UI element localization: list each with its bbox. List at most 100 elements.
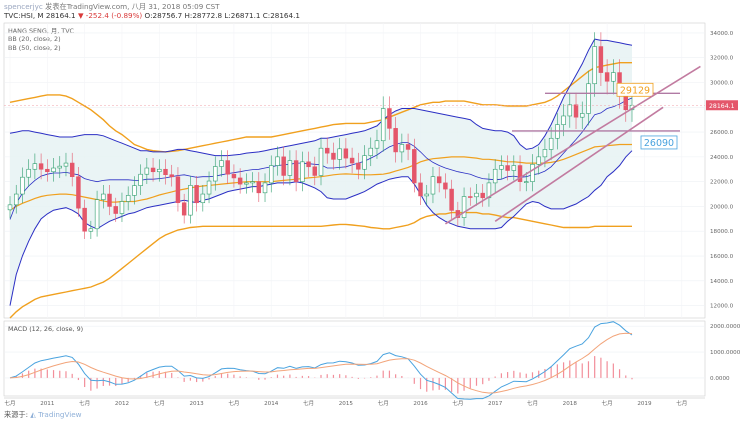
candle xyxy=(424,193,429,197)
x-tick-label: 七月 xyxy=(452,399,463,407)
trendline-upper xyxy=(444,65,701,225)
y-tick-label: 20000.0 xyxy=(710,204,734,210)
candle xyxy=(524,181,529,183)
candle xyxy=(418,182,423,197)
candle xyxy=(611,72,616,82)
x-tick-label: 2015 xyxy=(339,401,354,407)
macd-hist-bar xyxy=(46,369,48,378)
y-tick-label: 12000.0 xyxy=(710,304,734,310)
candle xyxy=(592,46,597,85)
y-tick-label: 30000.0 xyxy=(710,80,734,86)
macd-hist-bar xyxy=(525,373,527,378)
candle xyxy=(505,165,510,171)
level-label-26090: 26090 xyxy=(644,138,674,149)
candle xyxy=(38,163,44,170)
y-tick-label: 22000.0 xyxy=(710,180,734,186)
candle xyxy=(604,72,610,82)
macd-hist-bar xyxy=(196,377,198,383)
macd-hist-bar xyxy=(482,377,484,385)
macd-hist-bar xyxy=(569,360,571,378)
candle xyxy=(542,149,548,158)
macd-hist-bar xyxy=(239,376,241,378)
symbol-name: TVC:HSI, M xyxy=(4,11,44,20)
candle xyxy=(430,176,436,195)
x-tick-label: 2013 xyxy=(189,401,204,407)
macd-hist-bar xyxy=(395,374,397,378)
candle xyxy=(461,196,467,218)
candle xyxy=(144,167,150,175)
macd-hist-bar xyxy=(90,377,92,391)
macd-hist-bar xyxy=(21,373,24,378)
macd-hist-bar xyxy=(77,377,80,381)
trendline-lower xyxy=(494,106,664,222)
macd-hist-bar xyxy=(612,363,614,378)
author-name[interactable]: spencerjyc xyxy=(4,2,43,11)
x-tick-label: 七月 xyxy=(303,399,314,407)
macd-hist-bar xyxy=(276,374,279,378)
candle xyxy=(449,188,454,211)
macd-hist-bar xyxy=(339,374,341,378)
macd-hist-bar xyxy=(575,361,577,378)
bb50-upper-line xyxy=(9,62,632,153)
y-tick-label: 16000.0 xyxy=(710,254,734,260)
macd-hist-bar xyxy=(363,377,366,379)
macd-hist-bar xyxy=(283,375,285,378)
macd-hist-bar xyxy=(419,377,422,390)
candle xyxy=(194,185,199,204)
x-tick-label: 七月 xyxy=(228,399,239,407)
macd-hist-bar xyxy=(152,371,154,378)
macd-hist-bar xyxy=(102,377,104,386)
macd-hist-bar xyxy=(171,372,173,378)
macd-hist-bar xyxy=(475,377,478,386)
candle xyxy=(188,185,193,216)
candle xyxy=(312,166,318,176)
symbol-line: TVC:HSI, M 28164.1 ▼ -252.4 (-0.89%) O:2… xyxy=(4,11,300,20)
candle xyxy=(598,46,604,73)
macd-hist-bar xyxy=(618,369,621,378)
macd-hist-bar xyxy=(84,377,86,388)
macd-hist-bar xyxy=(370,377,372,378)
tradingview-logo-icon[interactable]: ◭ xyxy=(30,410,36,419)
candle xyxy=(380,108,386,142)
candle xyxy=(138,173,143,186)
macd-hist-bar xyxy=(65,371,67,378)
macd-hist-bar xyxy=(177,377,179,378)
candle xyxy=(530,164,535,182)
y-tick-label: 32000.0 xyxy=(710,56,734,62)
candle xyxy=(275,156,280,166)
legend-bb50[interactable]: BB (50, close, 2) xyxy=(8,44,61,52)
candle xyxy=(362,155,367,170)
level-label-box xyxy=(616,82,654,97)
y-tick-label: 26000.0 xyxy=(710,130,734,136)
candle xyxy=(405,144,411,150)
macd-hist-bar xyxy=(164,371,167,378)
x-tick-label: 2017 xyxy=(488,401,503,407)
candle xyxy=(250,181,255,184)
macd-tick-label: 0.0000 xyxy=(710,376,730,382)
candle xyxy=(69,162,75,177)
candle xyxy=(13,193,19,206)
macd-hist-bar xyxy=(519,372,521,378)
macd-legend[interactable]: MACD (12, 26, close, 9) xyxy=(8,325,84,333)
candle xyxy=(561,115,566,125)
macd-hist-bar xyxy=(320,374,322,378)
y-tick-label: 14000.0 xyxy=(710,279,734,285)
macd-tick-label: 2000.0000 xyxy=(710,324,741,330)
candle xyxy=(293,160,299,182)
x-tick-label: 七月 xyxy=(378,399,389,407)
publish-header: spencerjyc 发表在TradingView.com, 八月 31, 20… xyxy=(4,2,220,12)
macd-hist-bar xyxy=(531,372,534,378)
macd-hist-bar xyxy=(214,376,216,378)
x-tick-label: 七月 xyxy=(154,399,165,407)
candle xyxy=(492,168,498,184)
macd-hist-bar xyxy=(127,377,129,382)
candle xyxy=(480,192,485,199)
footer-brand[interactable]: TradingView xyxy=(38,410,82,419)
macd-hist-bar xyxy=(426,377,428,392)
legend-bb20[interactable]: BB (20, close, 2) xyxy=(8,35,61,43)
x-tick-label: 2016 xyxy=(413,401,428,407)
macd-hist-bar xyxy=(96,377,98,389)
macd-hist-bar xyxy=(258,377,260,380)
candle xyxy=(200,193,206,204)
